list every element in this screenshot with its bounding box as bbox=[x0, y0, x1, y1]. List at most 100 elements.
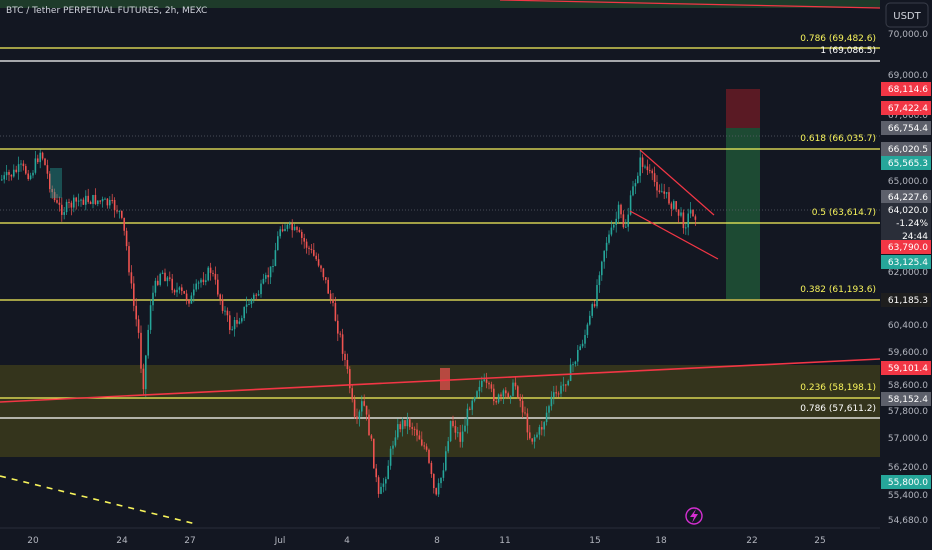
candle-body bbox=[260, 283, 262, 295]
candle-body bbox=[274, 250, 277, 267]
candle-body bbox=[613, 224, 615, 228]
candle-body bbox=[459, 432, 461, 442]
candle-body bbox=[457, 432, 459, 434]
candle-body bbox=[464, 425, 466, 432]
candle-body bbox=[286, 224, 289, 229]
candle-body bbox=[212, 272, 214, 274]
fib-level-label: 1 (69,086.5) bbox=[820, 46, 876, 56]
price-tick-label: 54,680.0 bbox=[888, 516, 928, 526]
candle-body bbox=[25, 166, 27, 174]
candle-body bbox=[257, 294, 260, 296]
candle-body bbox=[608, 234, 610, 243]
candle-body bbox=[634, 183, 637, 187]
candle-body bbox=[440, 477, 442, 484]
candle-body bbox=[497, 394, 500, 403]
price-badge-label: 58,152.4 bbox=[888, 395, 928, 405]
price-tick-label: 59,600.0 bbox=[888, 348, 928, 358]
candle-body bbox=[128, 246, 130, 273]
candle-body bbox=[673, 201, 675, 209]
candle-body bbox=[656, 181, 658, 191]
candle-body bbox=[416, 429, 418, 436]
price-badge bbox=[881, 216, 931, 230]
time-tick-label: 11 bbox=[499, 536, 510, 546]
currency-button[interactable] bbox=[885, 2, 929, 28]
candle-body bbox=[121, 210, 123, 218]
candle-body bbox=[435, 488, 437, 495]
candle-body bbox=[118, 210, 121, 212]
candle-body bbox=[231, 329, 233, 331]
candle-body bbox=[233, 319, 236, 330]
price-tick-label: 62,000.0 bbox=[888, 268, 928, 278]
candle-body bbox=[373, 438, 375, 469]
candle-body bbox=[517, 386, 519, 398]
candle-body bbox=[524, 412, 526, 414]
price-badge-label: 66,754.4 bbox=[888, 124, 928, 134]
top-strip bbox=[0, 0, 880, 8]
price-badge-label: 55,800.0 bbox=[888, 478, 928, 488]
candle-body bbox=[39, 152, 41, 163]
candle-body bbox=[315, 255, 317, 260]
candle-body bbox=[298, 229, 301, 232]
candle-body bbox=[267, 275, 269, 278]
candle-body bbox=[629, 195, 632, 215]
candle-body bbox=[265, 275, 267, 279]
candle-body bbox=[555, 392, 557, 394]
candle-body bbox=[685, 227, 687, 229]
candle-body bbox=[500, 394, 502, 397]
candle-body bbox=[85, 195, 87, 205]
candle-body bbox=[214, 273, 217, 280]
candle-body bbox=[221, 299, 224, 311]
candle-body bbox=[161, 272, 164, 274]
price-badge-label: 61,185.3 bbox=[888, 296, 928, 306]
price-badge-label: 64,020.0 bbox=[888, 206, 928, 216]
candle-body bbox=[670, 203, 673, 209]
candle-body bbox=[533, 437, 536, 442]
candle-body bbox=[389, 448, 392, 466]
candle-body bbox=[241, 318, 243, 322]
candle-body bbox=[637, 175, 639, 184]
candle-body bbox=[229, 315, 231, 330]
candle-body bbox=[339, 333, 341, 335]
candle-body bbox=[236, 319, 238, 324]
candle-body bbox=[193, 289, 195, 296]
candle-body bbox=[603, 250, 605, 262]
candle-body bbox=[526, 413, 529, 433]
candle-body bbox=[493, 388, 495, 402]
candle-body bbox=[238, 321, 241, 324]
price-badge bbox=[881, 392, 931, 406]
candle-body bbox=[557, 393, 560, 395]
candle-body bbox=[562, 384, 565, 386]
candle-body bbox=[687, 213, 689, 228]
candle-body bbox=[478, 386, 481, 392]
time-axis-ticks: 20 24 27 Jul 4 8 11 15 18 22 25 bbox=[27, 536, 825, 546]
price-badge-label: 66,020.5 bbox=[888, 145, 928, 155]
candle-body bbox=[109, 199, 111, 206]
candle-body bbox=[226, 310, 229, 316]
candle-body bbox=[135, 305, 137, 320]
candle-body bbox=[591, 304, 593, 316]
time-axis[interactable] bbox=[0, 528, 880, 550]
candle-body bbox=[665, 192, 668, 194]
price-tick-label: 55,400.0 bbox=[888, 491, 928, 501]
price-badge-label: 24:44 bbox=[902, 232, 928, 242]
candle-body bbox=[593, 304, 596, 307]
time-tick-label: 4 bbox=[344, 536, 350, 546]
top-trend-line bbox=[499, 0, 881, 9]
candle-body bbox=[519, 397, 521, 401]
candle-body bbox=[538, 427, 541, 435]
candle-body bbox=[245, 304, 248, 307]
candle-body bbox=[80, 199, 82, 201]
candle-body bbox=[75, 197, 77, 202]
candle-body bbox=[490, 384, 493, 389]
price-badge bbox=[881, 190, 931, 204]
candle-body bbox=[485, 379, 488, 383]
candle-body bbox=[243, 306, 245, 319]
lightning-icon[interactable] bbox=[685, 507, 703, 525]
price-tick-label: 67,000.0 bbox=[888, 111, 928, 121]
candle-body bbox=[34, 158, 37, 173]
time-tick-label: 25 bbox=[814, 536, 825, 546]
fib-level-label: 0.236 (58,198.1) bbox=[800, 383, 876, 393]
candle-body bbox=[253, 294, 255, 299]
candle-body bbox=[481, 380, 483, 387]
